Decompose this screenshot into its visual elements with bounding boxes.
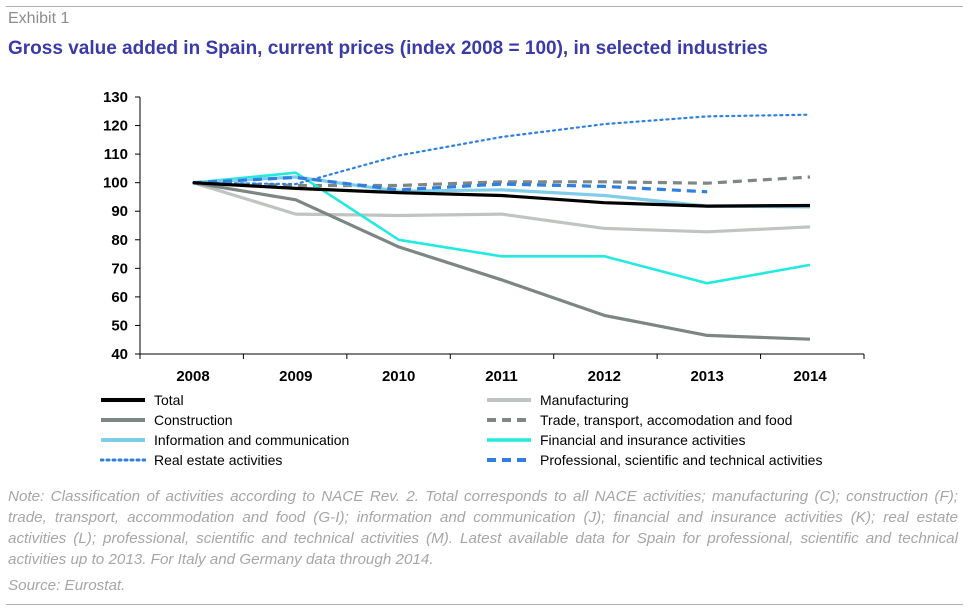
y-tick-label: 110	[104, 146, 128, 163]
x-tick-label: 2013	[690, 368, 723, 385]
legend-label: Total	[154, 392, 184, 408]
legend-swatch	[101, 418, 145, 422]
top-rule	[6, 6, 963, 7]
footnote: Note: Classification of activities accor…	[8, 488, 958, 568]
y-tick-label: 80	[111, 232, 128, 249]
legend-label: Financial and insurance activities	[540, 432, 746, 448]
y-tick-label: 120	[103, 118, 128, 135]
series-line-7	[192, 175, 708, 194]
legend-item: Total	[100, 391, 184, 409]
legend-item: Real estate activities	[100, 451, 282, 469]
x-tick-label: 2008	[176, 368, 209, 385]
source-note: Source: Eurostat.	[8, 577, 126, 594]
legend-item: Trade, transport, accomodation and food	[486, 411, 792, 429]
y-tick-label: 40	[111, 346, 128, 363]
series-line-2	[192, 181, 811, 341]
legend-label: Trade, transport, accomodation and food	[540, 412, 793, 428]
legend-item: Construction	[100, 411, 233, 429]
legend-label: Information and communication	[154, 432, 350, 448]
legend-swatch	[487, 438, 531, 442]
series-line-0	[192, 181, 811, 208]
x-tick-label: 2011	[485, 368, 518, 385]
y-tick-label: 50	[111, 317, 128, 334]
x-tick-label: 2009	[279, 368, 312, 385]
x-tick-label: 2014	[793, 368, 827, 385]
y-tick-label: 70	[111, 260, 128, 277]
series-line-5	[192, 171, 811, 285]
y-tick-label: 130	[103, 89, 128, 106]
legend-label: Construction	[154, 412, 233, 428]
legend-swatch	[101, 398, 145, 402]
legend-label: Manufacturing	[540, 392, 629, 408]
legend-item: Professional, scientific and technical a…	[486, 451, 822, 469]
legend-swatch	[101, 438, 145, 442]
legend-swatch	[487, 458, 531, 462]
legend-swatch	[487, 418, 531, 422]
series-line-3	[192, 175, 811, 188]
bottom-rule	[6, 604, 963, 605]
series-line-1	[192, 181, 811, 234]
series-line-6	[191, 113, 812, 186]
legend-swatch	[100, 458, 146, 462]
chart-title: Gross value added in Spain, current pric…	[8, 38, 768, 59]
line-chart: 40 50 60 70 80 90 100 110 120 130 2008 2009 2010 2011…	[103, 89, 865, 385]
x-tick-label: 2010	[382, 368, 415, 385]
exhibit-label: Exhibit 1	[8, 10, 70, 27]
y-tick-label: 100	[103, 175, 128, 192]
legend-label: Professional, scientific and technical a…	[540, 452, 823, 468]
legend-item: Information and communication	[100, 431, 349, 449]
y-tick-label: 60	[111, 289, 128, 306]
legend-item: Manufacturing	[486, 391, 629, 409]
x-tick-label: 2012	[588, 368, 621, 385]
legend-swatch	[487, 398, 531, 402]
legend-item: Financial and insurance activities	[486, 431, 745, 449]
y-tick-label: 90	[111, 203, 128, 220]
legend-label: Real estate activities	[154, 452, 283, 468]
